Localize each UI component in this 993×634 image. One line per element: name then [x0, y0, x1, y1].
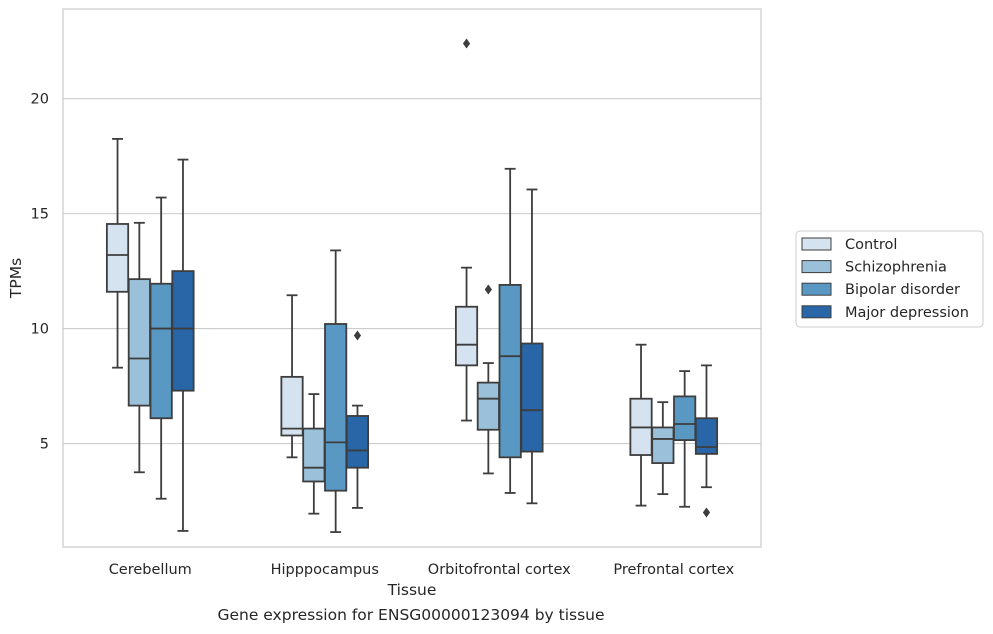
legend-swatch	[801, 237, 832, 251]
box-body	[520, 342, 544, 453]
legend-swatch	[801, 282, 832, 296]
box-bipolar-disorder	[324, 249, 348, 533]
box-body	[324, 323, 348, 492]
box-body	[694, 417, 719, 455]
box-body	[454, 305, 479, 367]
x-tick-label: Hipppocampus	[271, 562, 379, 578]
box-body	[498, 283, 522, 459]
box-body	[651, 426, 675, 464]
x-axis-label: Tissue	[387, 581, 437, 599]
box-bipolar-disorder	[149, 196, 173, 500]
box-body	[127, 278, 151, 407]
outlier-point	[484, 284, 492, 295]
box-control	[280, 294, 304, 459]
box-body	[280, 375, 304, 437]
box-body	[673, 395, 697, 441]
y-tick-label: 10	[31, 322, 49, 338]
box-groups	[105, 38, 719, 533]
x-tick-label: Cerebellum	[109, 562, 192, 578]
box-body	[302, 427, 326, 483]
y-tick-label: 15	[31, 207, 49, 223]
plot-frame	[62, 8, 762, 548]
box-control	[105, 138, 130, 369]
x-tick-label: Prefrontal cortex	[613, 562, 734, 578]
box-control	[629, 343, 653, 507]
outlier-point	[353, 330, 362, 341]
boxplot-chart: 5 10 15 20 Cerebellum Hipppocampus Orbitofron…	[7, 8, 984, 599]
legend-label: Bipolar disorder	[845, 282, 960, 298]
outlier-point	[702, 507, 711, 518]
legend-label: Schizophrenia	[845, 260, 947, 276]
figure-caption: Gene expression for ENSG00000123094 by t…	[217, 606, 605, 624]
box-bipolar-disorder	[498, 167, 522, 494]
box-body	[345, 415, 370, 469]
box-schizophrenia	[651, 401, 675, 496]
x-tick-labels: Cerebellum Hipppocampus Orbitofrontal cort…	[109, 562, 735, 578]
box-control	[454, 38, 479, 422]
legend-label: Control	[845, 237, 897, 253]
y-tick-labels: 5 10 15 20	[31, 92, 49, 453]
x-tick-label: Orbitofrontal cortex	[428, 562, 571, 578]
box-major-depression	[171, 158, 195, 532]
box-major-depression	[345, 330, 370, 509]
box-major-depression	[520, 188, 544, 505]
box-schizophrenia	[476, 284, 500, 475]
legend-frame	[795, 230, 984, 328]
box-schizophrenia	[127, 221, 151, 474]
y-tick-label: 20	[31, 92, 49, 108]
box-body	[476, 381, 500, 431]
legend-label: Major depression	[845, 305, 969, 321]
box-schizophrenia	[302, 393, 326, 515]
y-tick-label: 5	[40, 437, 49, 453]
box-bipolar-disorder	[673, 370, 697, 508]
box-body	[171, 270, 195, 392]
legend: Control Schizophrenia Bipolar disorder Majo…	[795, 230, 984, 328]
box-body	[149, 282, 173, 420]
box-body	[105, 223, 130, 293]
box-major-depression	[694, 364, 719, 518]
y-axis-label: TPMs	[7, 258, 25, 299]
legend-swatch	[801, 305, 832, 319]
legend-swatch	[801, 260, 832, 274]
outlier-point	[462, 38, 471, 49]
